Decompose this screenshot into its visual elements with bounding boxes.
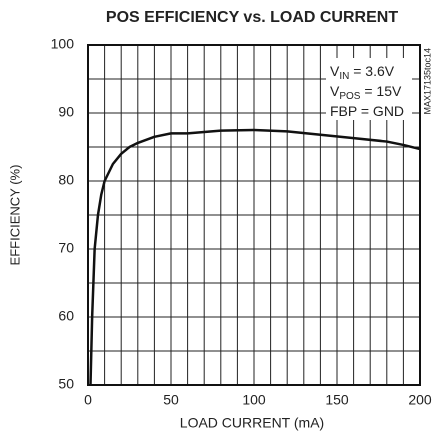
side-note: MAX17135toc14 (422, 48, 432, 115)
y-tick-label: 80 (58, 172, 74, 188)
annotation-box (326, 58, 412, 120)
annotation: FBP = GND (330, 103, 404, 119)
annotation-sub: POS (339, 91, 360, 102)
x-tick-label: 200 (408, 392, 432, 408)
annotation-main: V (330, 63, 340, 79)
y-tick-label: 100 (51, 36, 75, 52)
efficiency-line (89, 128, 421, 386)
y-tick-label: 90 (58, 104, 74, 120)
chart-title: POS EFFICIENCY vs. LOAD CURRENT (106, 9, 398, 26)
annotation: VIN = 3.6V (330, 63, 395, 82)
y-axis-label: EFFICIENCY (%) (7, 165, 22, 266)
y-tick-label: 60 (58, 308, 74, 324)
annotation-rest: = 15V (360, 83, 402, 99)
annotation-rest: = 3.6V (349, 63, 394, 79)
y-tick-label: 70 (58, 240, 74, 256)
x-tick-label: 150 (325, 392, 349, 408)
annotation-sub: IN (339, 71, 349, 82)
annotation: VPOS = 15V (330, 83, 402, 102)
annotation-main: V (330, 83, 340, 99)
x-tick-label: 0 (84, 392, 92, 408)
plot-frame (87, 44, 421, 386)
x-tick-label: 50 (163, 392, 179, 408)
annotation-main: FBP = GND (330, 103, 404, 119)
x-tick-label: 100 (242, 392, 266, 408)
x-axis-label: LOAD CURRENT (mA) (180, 415, 324, 431)
y-tick-label: 50 (58, 376, 74, 392)
